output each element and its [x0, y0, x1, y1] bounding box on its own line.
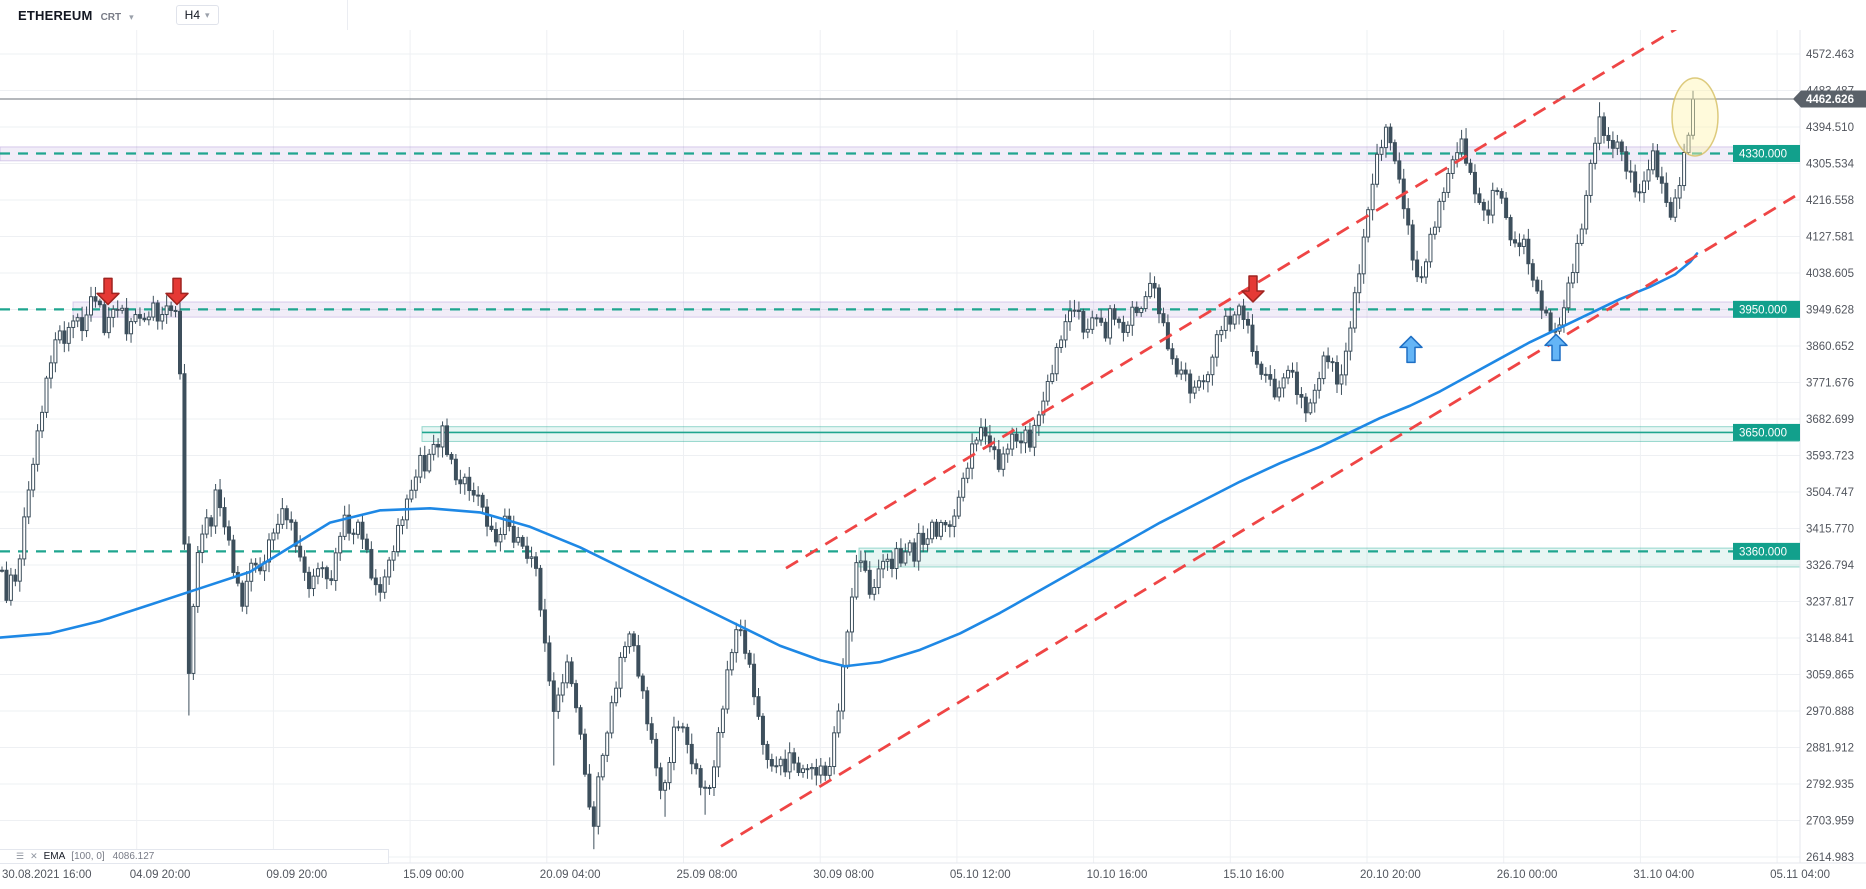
svg-text:3650.000: 3650.000 — [1739, 427, 1787, 439]
timeframe-dropdown[interactable]: H4 ▾ — [175, 5, 219, 25]
svg-text:2881.912: 2881.912 — [1806, 743, 1854, 755]
symbol-title: ETHEREUM — [18, 7, 93, 23]
indicator-params: [100, 0] — [71, 851, 105, 862]
svg-text:3771.676: 3771.676 — [1806, 378, 1854, 390]
svg-text:3593.723: 3593.723 — [1806, 451, 1854, 463]
timeframe-label: H4 — [184, 8, 200, 22]
gridlines — [0, 30, 1800, 863]
arrow-down-icon[interactable] — [96, 277, 120, 306]
svg-text:2792.935: 2792.935 — [1806, 779, 1854, 791]
svg-text:2970.888: 2970.888 — [1806, 706, 1854, 718]
price-axis[interactable]: 4572.4634483.4874394.5104305.5344216.558… — [1806, 49, 1855, 864]
svg-text:2614.983: 2614.983 — [1806, 852, 1854, 864]
price-level-badge[interactable]: 3650.000 — [1733, 423, 1800, 441]
header-divider — [347, 0, 348, 30]
level-band-3650[interactable] — [421, 426, 1801, 442]
symbol-exchange: CRT — [100, 11, 122, 23]
svg-text:10.10 16:00: 10.10 16:00 — [1087, 869, 1148, 881]
highlight-ellipse[interactable] — [1671, 77, 1719, 157]
svg-text:3415.770: 3415.770 — [1806, 524, 1854, 536]
svg-text:3950.000: 3950.000 — [1739, 304, 1787, 316]
svg-text:4127.581: 4127.581 — [1806, 232, 1854, 244]
price-level-badge[interactable]: 4330.000 — [1733, 144, 1800, 162]
svg-text:04.09 20:00: 04.09 20:00 — [130, 869, 191, 881]
svg-text:3148.841: 3148.841 — [1806, 633, 1854, 645]
svg-text:3504.747: 3504.747 — [1806, 487, 1854, 499]
chevron-down-icon: ▾ — [129, 11, 134, 22]
svg-text:30.09 08:00: 30.09 08:00 — [813, 869, 874, 881]
svg-text:4330.000: 4330.000 — [1739, 148, 1787, 160]
trend-channel — [720, 2, 1796, 848]
svg-text:4572.463: 4572.463 — [1806, 49, 1854, 61]
svg-text:3860.652: 3860.652 — [1806, 341, 1854, 353]
svg-text:4394.510: 4394.510 — [1806, 122, 1854, 134]
trend-channel-lower[interactable] — [720, 194, 1796, 848]
arrow-down-icon[interactable] — [165, 277, 189, 306]
svg-text:31.10 04:00: 31.10 04:00 — [1633, 869, 1694, 881]
indicator-value: 4086.127 — [112, 851, 155, 862]
trend-channel-upper[interactable] — [785, 2, 1718, 570]
arrow-up-icon[interactable] — [1544, 333, 1568, 362]
chart-header: ETHEREUM CRT ▾ H4 ▾ — [0, 0, 1866, 30]
svg-text:30.08.2021 16:00: 30.08.2021 16:00 — [2, 869, 92, 881]
svg-text:3059.865: 3059.865 — [1806, 670, 1854, 682]
chevron-down-icon: ▾ — [205, 9, 210, 20]
arrow-up-icon[interactable] — [1399, 335, 1423, 364]
svg-text:4305.534: 4305.534 — [1806, 159, 1855, 171]
svg-text:3360.000: 3360.000 — [1739, 546, 1787, 558]
svg-text:4462.626: 4462.626 — [1806, 94, 1854, 106]
svg-text:3326.794: 3326.794 — [1806, 560, 1855, 572]
close-icon[interactable]: ✕ — [30, 851, 38, 861]
signal-arrows — [96, 275, 1568, 364]
symbol-selector[interactable]: ETHEREUM CRT ▾ — [18, 8, 134, 23]
indicator-legend[interactable]: ☰ ✕ EMA [100, 0] 4086.127 — [0, 849, 389, 864]
svg-text:05.11 04:00: 05.11 04:00 — [1770, 869, 1830, 881]
current-price-badge[interactable]: 4462.626 — [1793, 90, 1866, 108]
svg-text:3682.699: 3682.699 — [1806, 414, 1854, 426]
arrow-down-icon[interactable] — [1241, 275, 1265, 303]
indicator-name: EMA — [43, 851, 66, 862]
svg-text:09.09 20:00: 09.09 20:00 — [266, 869, 327, 881]
svg-text:3949.628: 3949.628 — [1806, 305, 1854, 317]
svg-text:15.09 00:00: 15.09 00:00 — [403, 869, 464, 881]
svg-text:25.09 08:00: 25.09 08:00 — [677, 869, 738, 881]
svg-text:4216.558: 4216.558 — [1806, 195, 1854, 207]
price-level-badge[interactable]: 3950.000 — [1733, 300, 1800, 318]
svg-text:05.10 12:00: 05.10 12:00 — [950, 869, 1011, 881]
time-axis[interactable]: 30.08.2021 16:00 04.09 20:00 09.09 20:00 15… — [2, 869, 1830, 881]
svg-text:26.10 00:00: 26.10 00:00 — [1497, 869, 1558, 881]
svg-text:3237.817: 3237.817 — [1806, 597, 1854, 609]
svg-text:4038.605: 4038.605 — [1806, 268, 1854, 280]
ema-line[interactable] — [0, 252, 1699, 668]
candlestick-series — [0, 90, 1695, 850]
svg-text:15.10 16:00: 15.10 16:00 — [1223, 869, 1284, 881]
price-level-badge[interactable]: 3360.000 — [1733, 542, 1800, 560]
svg-text:20.09 04:00: 20.09 04:00 — [540, 869, 601, 881]
menu-icon[interactable]: ☰ — [16, 851, 25, 861]
svg-text:2703.959: 2703.959 — [1806, 816, 1854, 828]
svg-text:20.10 20:00: 20.10 20:00 — [1360, 869, 1421, 881]
